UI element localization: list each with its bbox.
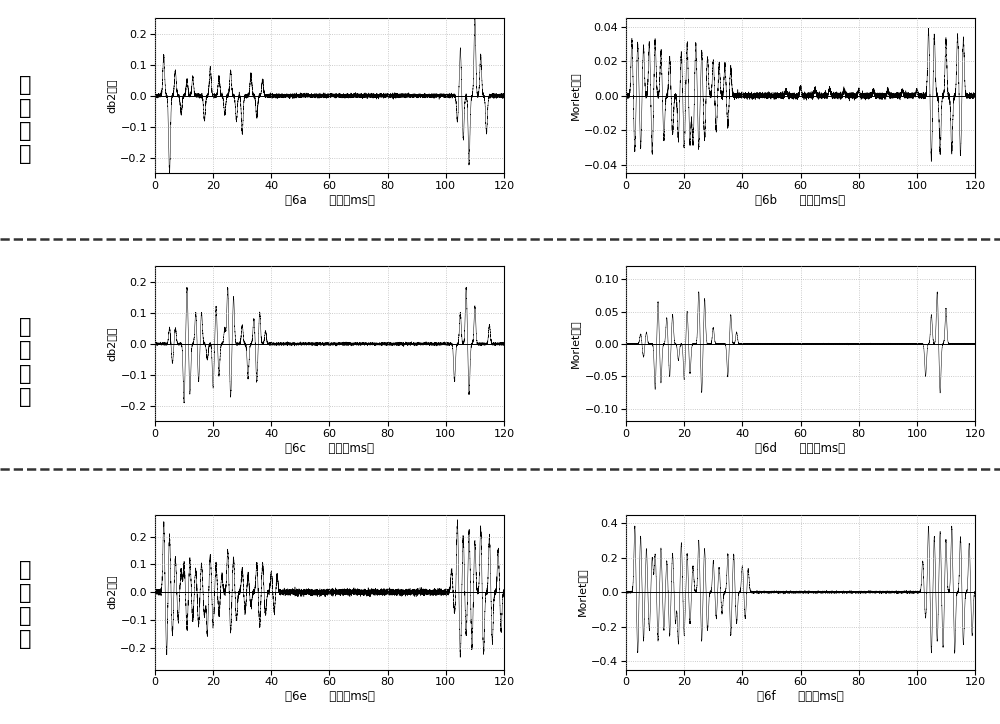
- X-axis label: 图6d      时间（ms）: 图6d 时间（ms）: [755, 442, 846, 455]
- Y-axis label: db2系数: db2系数: [106, 327, 116, 361]
- X-axis label: 图6a      时间（ms）: 图6a 时间（ms）: [285, 193, 374, 206]
- Y-axis label: db2系数: db2系数: [106, 78, 116, 113]
- X-axis label: 图6e      时间（ms）: 图6e 时间（ms）: [285, 690, 374, 703]
- Text: 混
合
信
号: 混 合 信 号: [19, 560, 31, 649]
- X-axis label: 图6c      时间（ms）: 图6c 时间（ms）: [285, 442, 374, 455]
- X-axis label: 图6b      时间（ms）: 图6b 时间（ms）: [755, 193, 846, 206]
- X-axis label: 图6f      时间（ms）: 图6f 时间（ms）: [757, 690, 844, 703]
- Y-axis label: Morlet系数: Morlet系数: [570, 72, 580, 120]
- Y-axis label: Morlet系数: Morlet系数: [570, 319, 580, 369]
- Y-axis label: Morlet系数: Morlet系数: [577, 568, 587, 616]
- Text: 差
模
信
号: 差 模 信 号: [19, 317, 31, 407]
- Y-axis label: db2系数: db2系数: [106, 575, 116, 610]
- Text: 共
模
信
号: 共 模 信 号: [19, 75, 31, 164]
